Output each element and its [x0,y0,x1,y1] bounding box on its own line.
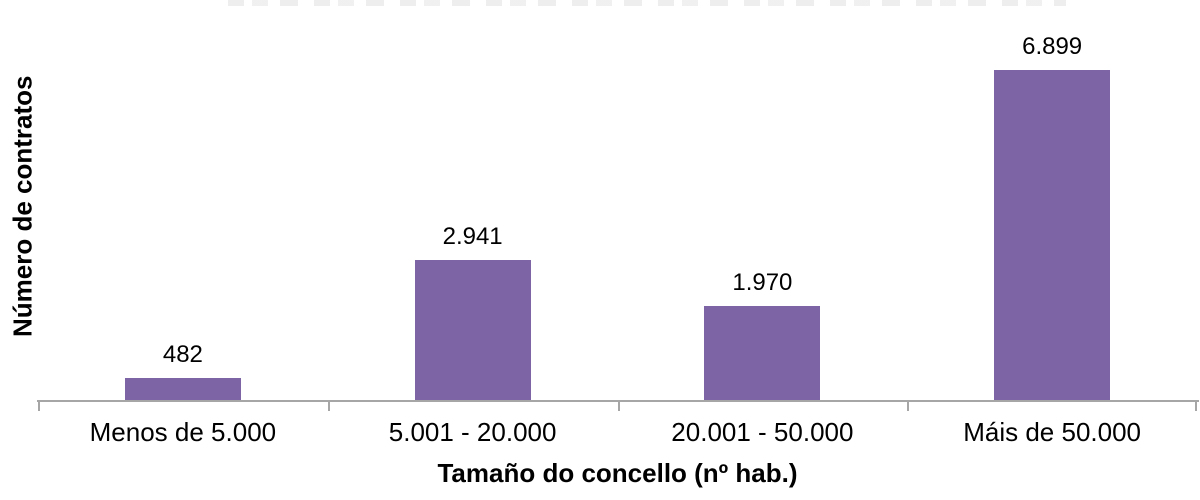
bar [704,306,821,401]
bar-value-label: 482 [162,340,203,368]
x-axis-line [37,400,1199,402]
axis-tick [907,402,910,411]
axis-tick [38,402,40,411]
bar-value-label: 1.970 [732,269,793,297]
x-tick-label: 5.001 - 20.000 [388,416,557,447]
plot-area: 482 2.941 1.970 6.899 [38,0,1197,401]
x-tick-label: Máis de 50.000 [963,416,1142,447]
x-axis-title: Tamaño do concello (nº hab.) [437,458,798,488]
bar [124,377,241,401]
bar-value-label: 2.941 [442,222,503,250]
bar [994,69,1111,401]
x-tick-label: Menos de 5.000 [89,416,277,447]
x-axis-tick-labels: Menos de 5.000 5.001 - 20.000 20.001 - 50.… [38,412,1197,452]
axis-tick [1195,402,1197,411]
y-axis-title: Número de contratos [7,75,38,337]
bar [414,259,531,401]
x-tick-label: 20.001 - 50.000 [671,416,854,447]
axis-tick [617,402,620,411]
axis-tick [327,402,330,411]
bar-value-label: 6.899 [1022,32,1083,60]
cropped-title-artifact [228,0,1066,6]
